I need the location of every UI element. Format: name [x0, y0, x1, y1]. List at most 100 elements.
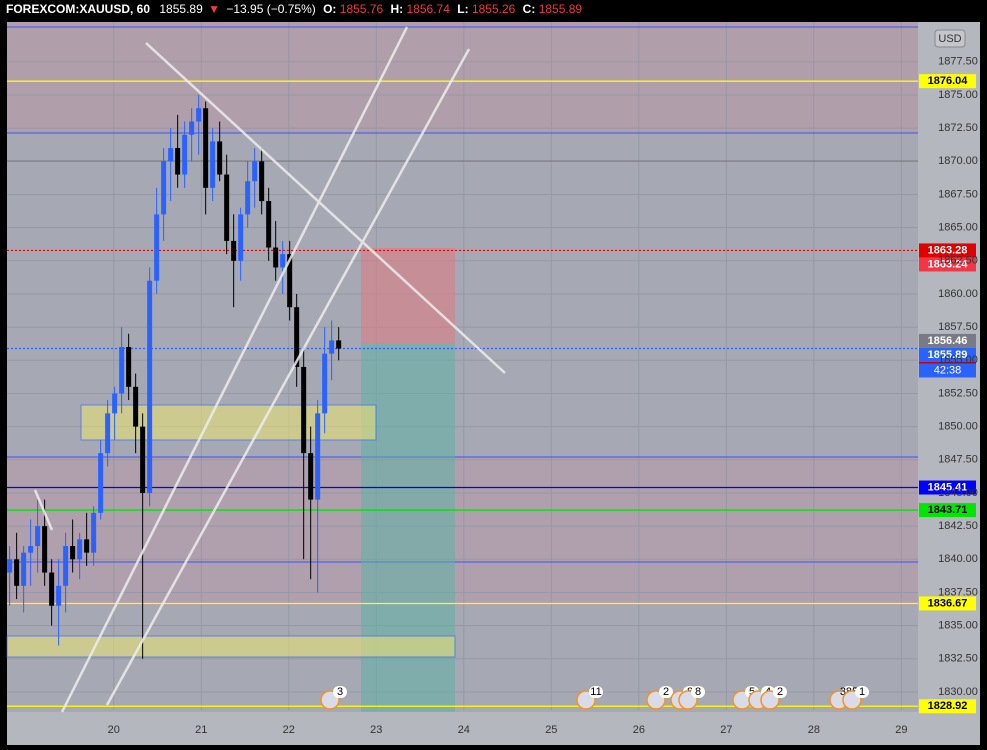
- candle-body: [105, 413, 111, 454]
- candle-body: [21, 552, 27, 586]
- candle-body: [126, 347, 132, 387]
- close: 1855.89: [539, 2, 583, 16]
- y-tick-label: 1860.00: [938, 288, 978, 300]
- zone: [7, 22, 918, 133]
- candle-body: [98, 453, 104, 513]
- y-tick-label: 1877.50: [938, 56, 978, 68]
- y-tick-label: 1875.00: [938, 89, 978, 101]
- arrow: ▼: [208, 2, 220, 16]
- low: 1855.26: [472, 2, 516, 16]
- event-badge: [773, 686, 787, 698]
- y-tick-label: 1847.50: [938, 454, 978, 466]
- candle-body: [231, 240, 237, 261]
- level-label-bg: [919, 503, 976, 518]
- y-tick-label: 1870.00: [938, 155, 978, 167]
- candle-body: [147, 280, 153, 493]
- candle-body: [301, 366, 307, 454]
- events: 3112885423851: [320, 686, 869, 710]
- y-tick-label: 1835.00: [938, 620, 978, 632]
- level-label: 1836.67: [928, 597, 968, 609]
- event-count: 3: [337, 686, 343, 698]
- candle-body: [245, 181, 251, 215]
- candle-body: [287, 254, 293, 308]
- level-label-bg: [919, 347, 976, 362]
- symbol: FOREXCOM:XAUUSD, 60: [6, 2, 150, 16]
- level-label: 1843.71: [928, 504, 968, 516]
- candle-body: [7, 559, 13, 573]
- candle-body: [161, 161, 167, 215]
- level-label-bg: [919, 243, 976, 258]
- candle-body: [42, 526, 48, 573]
- x-tick-label: 28: [808, 724, 820, 736]
- drawings: [6, 26, 918, 712]
- time-axis: [7, 712, 980, 745]
- level-label-bg: [919, 74, 976, 89]
- header-bg: [0, 0, 987, 20]
- candle-body: [112, 393, 118, 414]
- zone-box: [6, 635, 456, 658]
- candle-body: [168, 148, 174, 162]
- x-tick-label: 26: [633, 724, 645, 736]
- l-label: L:: [457, 2, 468, 16]
- candle-body: [133, 386, 139, 427]
- countdown-bg: [919, 363, 976, 378]
- candle-body: [91, 512, 97, 553]
- level-label-bg: [919, 257, 976, 272]
- trend-line: [33, 489, 54, 531]
- candle-body: [315, 413, 321, 500]
- candle-body: [14, 559, 20, 586]
- candle-body: [266, 201, 272, 248]
- level-label: 1828.92: [928, 700, 968, 712]
- zone-box: [80, 404, 377, 441]
- level-label-bg: [919, 699, 976, 714]
- candle-body: [203, 108, 209, 188]
- level-label: 1876.04: [928, 75, 969, 87]
- candle-body: [217, 141, 223, 175]
- candle-body: [329, 340, 335, 354]
- x-tick-label: 22: [283, 724, 295, 736]
- y-tick-label: 1832.50: [938, 653, 978, 665]
- candle-body: [119, 347, 125, 394]
- candle-body: [189, 121, 195, 135]
- x-tick-label: 21: [195, 724, 207, 736]
- h-label: H:: [391, 2, 404, 16]
- event-badge: [333, 686, 347, 698]
- level-label: 1845.41: [928, 481, 968, 493]
- y-tick-label: 1845.00: [938, 487, 978, 499]
- y-tick-label: 1867.50: [938, 188, 978, 200]
- candle-body: [259, 161, 265, 202]
- candle-body: [336, 340, 342, 349]
- y-tick-label: 1842.50: [938, 520, 978, 532]
- trend-line: [105, 48, 471, 706]
- candle-body: [28, 546, 34, 553]
- candle-body: [63, 546, 69, 586]
- event-badge: [659, 686, 673, 698]
- candle-body: [154, 214, 160, 281]
- y-tick-label: 1865.00: [938, 222, 978, 234]
- candle-body: [70, 546, 76, 560]
- event-badge: [589, 686, 603, 698]
- candle-body: [77, 539, 83, 560]
- level-label-bg: [919, 333, 976, 348]
- level-label: 1855.89: [928, 349, 968, 361]
- candles: [7, 94, 342, 659]
- open: 1855.76: [340, 2, 384, 16]
- candle-body: [322, 353, 328, 414]
- candle-body: [196, 108, 202, 122]
- candle-body: [252, 161, 258, 182]
- level-labels: 1876.04 1863.28 1863.24 1856.46 1855.891855.…: [919, 74, 976, 714]
- candle-body: [49, 572, 55, 606]
- x-tick-label: 25: [545, 724, 557, 736]
- event-count: 11: [590, 686, 601, 698]
- candle-body: [182, 134, 188, 175]
- candle-body: [273, 247, 279, 268]
- y-tick-label: 1857.50: [938, 321, 978, 333]
- candle-body: [294, 307, 300, 367]
- x-tick-label: 29: [895, 724, 907, 736]
- y-tick-label: 1872.50: [938, 122, 978, 134]
- y-tick-label: 1837.50: [938, 586, 978, 598]
- candle-body: [224, 174, 230, 241]
- position-loss: [361, 248, 455, 343]
- currency-badge[interactable]: [934, 29, 966, 48]
